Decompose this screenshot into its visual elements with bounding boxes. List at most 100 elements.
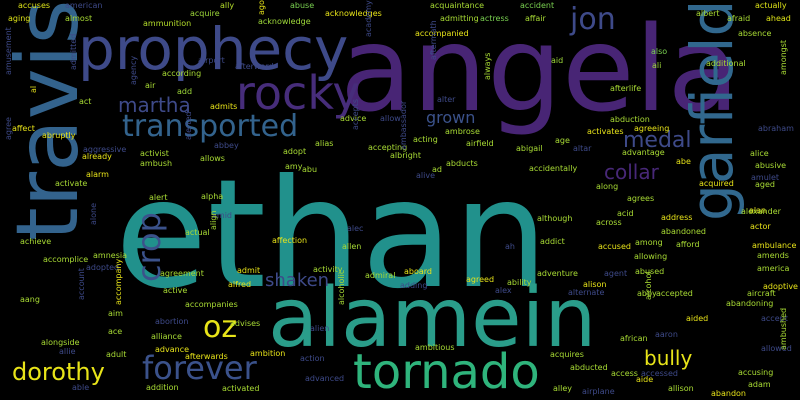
- word-ambush: ambush: [140, 159, 173, 168]
- word-access: access: [611, 369, 638, 378]
- word-align: align: [209, 210, 218, 231]
- word-additional: additional: [706, 59, 746, 68]
- word-abduction: abduction: [610, 115, 650, 124]
- word-adoptive: adoptive: [763, 282, 798, 291]
- word-grown: grown: [426, 108, 476, 127]
- word-aang: aang: [20, 295, 40, 304]
- word-afford: afford: [676, 240, 700, 249]
- word-accidentally: accidentally: [529, 164, 578, 173]
- word-abortion: abortion: [155, 317, 189, 326]
- word-amends: amends: [757, 251, 789, 260]
- word-actual: actual: [185, 228, 210, 237]
- word-abandon: abandon: [711, 389, 746, 398]
- word-agreed: agreed: [466, 275, 495, 284]
- word-activates: activates: [587, 127, 624, 136]
- word-alan: alan: [749, 206, 767, 215]
- word-alliance: alliance: [151, 332, 182, 341]
- word-address: address: [661, 213, 693, 222]
- word-accuses: accuses: [18, 1, 51, 10]
- word-adding: adding: [400, 281, 428, 290]
- word-allie: allie: [59, 347, 76, 356]
- word-ethan: ethan: [115, 148, 549, 322]
- word-accident: accident: [520, 1, 555, 10]
- word-abused: abused: [635, 267, 665, 276]
- word-alec: alec: [347, 224, 364, 233]
- word-aim: aim: [108, 309, 123, 318]
- word-already: already: [82, 152, 112, 161]
- word-alcohol: alcohol: [644, 271, 653, 300]
- word-activity: activity: [313, 265, 343, 274]
- word-airfield: airfield: [466, 139, 494, 148]
- word-absence: absence: [738, 29, 772, 38]
- word-alfred: alfred: [228, 280, 252, 289]
- word-adventure: adventure: [537, 269, 578, 278]
- word-affair: affair: [525, 14, 546, 23]
- word-alice: alice: [750, 149, 769, 158]
- word-allowing: allowing: [634, 252, 668, 261]
- word-allen: allen: [342, 242, 362, 251]
- word-adam: adam: [748, 380, 771, 389]
- word-african: african: [620, 334, 648, 343]
- word-aftermath: aftermath: [429, 20, 438, 60]
- word-ambrose: ambrose: [445, 127, 480, 136]
- word-allison: allison: [668, 384, 694, 393]
- word-almost: almost: [65, 14, 93, 23]
- word-alter: alter: [437, 95, 456, 104]
- word-acquaintance: acquaintance: [430, 1, 485, 10]
- word-aide: aide: [636, 375, 654, 384]
- word-ambushed: ambushed: [779, 307, 788, 350]
- word-prophecy: prophecy: [78, 15, 349, 83]
- word-afraid: afraid: [727, 14, 751, 23]
- word-adult: adult: [106, 350, 127, 359]
- word-air: air: [145, 81, 156, 90]
- word-alison: alison: [583, 280, 607, 289]
- word-actress: actress: [480, 14, 509, 23]
- word-martha: martha: [118, 93, 191, 117]
- word-collar: collar: [604, 160, 659, 184]
- word-alexander: alexander: [741, 207, 781, 216]
- word-allowed: allowed: [761, 344, 792, 353]
- word-abandoning: abandoning: [726, 299, 774, 308]
- word-angela: angela: [340, 0, 740, 138]
- word-alert: alert: [149, 193, 168, 202]
- word-garfield: garfield: [678, 0, 746, 222]
- word-actor: actor: [750, 222, 771, 231]
- word-along: along: [596, 182, 619, 191]
- word-forever: forever: [142, 349, 257, 387]
- word-affection: affection: [272, 236, 308, 245]
- word-amulet: amulet: [751, 173, 780, 182]
- word-albright: albright: [390, 151, 421, 160]
- word-alarm: alarm: [86, 170, 109, 179]
- word-rocky: rocky: [236, 66, 360, 120]
- word-amongst: amongst: [779, 39, 788, 75]
- word-alamein: alamein: [268, 271, 597, 366]
- word-acquire: acquire: [190, 9, 220, 18]
- word-alley: alley: [553, 384, 573, 393]
- word-ambulance: ambulance: [752, 241, 797, 250]
- word-abbey: abbey: [214, 141, 239, 150]
- word-ago: ago: [257, 0, 266, 15]
- word-medal: medal: [623, 128, 692, 153]
- word-agrees: agrees: [627, 194, 655, 203]
- word-amy: amy: [285, 162, 303, 171]
- word-ambitious: ambitious: [415, 343, 455, 352]
- word-alternate: alternate: [568, 288, 605, 297]
- word-ali: ali: [652, 61, 662, 70]
- word-acquired: acquired: [699, 179, 734, 188]
- word-aaron: aaron: [655, 330, 678, 339]
- word-accepts: accepts: [351, 98, 360, 130]
- word-ambition: ambition: [250, 349, 286, 358]
- word-adopted: adopted: [86, 263, 120, 272]
- word-agent: agent: [604, 269, 628, 278]
- word-aircraft: aircraft: [747, 289, 776, 298]
- word-abraham: abraham: [758, 124, 794, 133]
- word-transported: transported: [122, 109, 299, 144]
- word-agreeing: agreeing: [634, 124, 670, 133]
- word-shaken: shaken: [265, 270, 330, 291]
- word-al: al: [29, 85, 38, 93]
- word-allows: allows: [200, 154, 225, 163]
- word-accomplice: accomplice: [43, 255, 89, 264]
- word-amusement: amusement: [4, 27, 13, 75]
- word-aboard: aboard: [404, 267, 433, 276]
